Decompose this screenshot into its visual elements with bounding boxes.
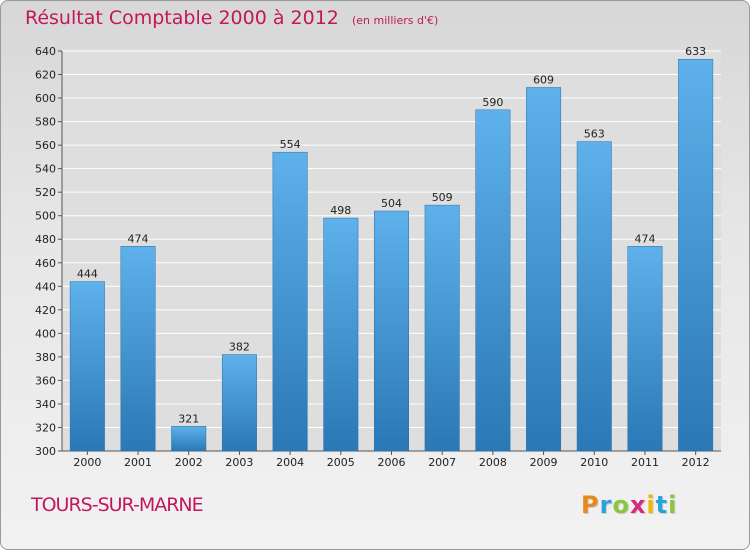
bar-2012 [678, 58, 714, 452]
y-tick-label: 360 [35, 374, 56, 387]
y-tick-label: 560 [35, 139, 56, 152]
x-tick-label-2000: 2000 [73, 456, 101, 469]
data-label-2004: 554 [280, 138, 301, 151]
data-label-2009: 609 [533, 73, 554, 86]
x-tick-label-2005: 2005 [327, 456, 355, 469]
logo-letter: r [599, 491, 613, 519]
bar-2004 [272, 151, 308, 452]
chart-title-group: Résultat Comptable 2000 à 2012 (en milli… [25, 7, 438, 29]
x-tick-label-2003: 2003 [225, 456, 253, 469]
x-tick-label-2007: 2007 [428, 456, 456, 469]
y-tick-label: 320 [35, 421, 56, 434]
data-label-2006: 504 [381, 197, 402, 210]
bar-2007 [424, 204, 460, 452]
y-tick-label: 600 [35, 92, 56, 105]
x-tick-label-2011: 2011 [631, 456, 659, 469]
logo-letter: i [668, 491, 678, 519]
data-label-2000: 444 [77, 268, 98, 281]
bar-2011 [627, 246, 663, 452]
bar-2010 [576, 141, 612, 452]
logo-letter: t [655, 491, 669, 519]
x-tick-label-2006: 2006 [378, 456, 406, 469]
x-tick-label-2012: 2012 [682, 456, 710, 469]
y-tick-label: 500 [35, 210, 56, 223]
x-tick-label-2008: 2008 [479, 456, 507, 469]
y-tick-label: 460 [35, 257, 56, 270]
y-tick-label: 400 [35, 327, 56, 340]
y-tick-label: 540 [35, 163, 56, 176]
data-label-2005: 498 [330, 204, 351, 217]
data-label-2011: 474 [634, 232, 655, 245]
bar-2000 [69, 281, 105, 452]
chart-subtitle: (en milliers d'€) [351, 14, 439, 27]
chart-title: Résultat Comptable 2000 à 2012 [25, 7, 339, 29]
y-tick-label: 520 [35, 186, 56, 199]
logo-letter: o [612, 491, 630, 519]
bar-2005 [323, 217, 359, 452]
data-label-2008: 590 [482, 96, 503, 109]
y-tick-label: 440 [35, 280, 56, 293]
y-tick-label: 340 [35, 398, 56, 411]
proxiti-logo: Proxiti [581, 491, 677, 519]
data-label-2007: 509 [432, 191, 453, 204]
bar-2003 [221, 354, 257, 452]
x-tick-label-2004: 2004 [276, 456, 304, 469]
x-tick-label-2009: 2009 [530, 456, 558, 469]
logo-letter: P [581, 491, 600, 519]
y-tick-label: 380 [35, 351, 56, 364]
commune-name: TOURS-SUR-MARNE [31, 494, 204, 516]
logo-letter: x [629, 491, 647, 519]
bar-2009 [526, 87, 562, 452]
y-tick-label: 580 [35, 116, 56, 129]
data-label-2001: 474 [128, 232, 149, 245]
y-tick-label: 640 [35, 45, 56, 58]
x-tick-label-2001: 2001 [124, 456, 152, 469]
data-label-2003: 382 [229, 341, 250, 354]
bar-2006 [374, 210, 409, 452]
x-tick-label-2010: 2010 [580, 456, 608, 469]
data-label-2012: 633 [685, 45, 706, 58]
data-label-2002: 321 [178, 412, 199, 425]
y-tick-label: 420 [35, 304, 56, 317]
y-tick-label: 620 [35, 69, 56, 82]
logo-letter: i [646, 491, 656, 519]
bar-2008 [475, 109, 511, 452]
y-tick-label: 480 [35, 233, 56, 246]
bar-2002 [171, 426, 207, 452]
x-tick-label-2002: 2002 [175, 456, 203, 469]
data-label-2010: 563 [584, 128, 605, 141]
bar-2001 [120, 246, 156, 452]
y-tick-label: 300 [35, 445, 56, 458]
